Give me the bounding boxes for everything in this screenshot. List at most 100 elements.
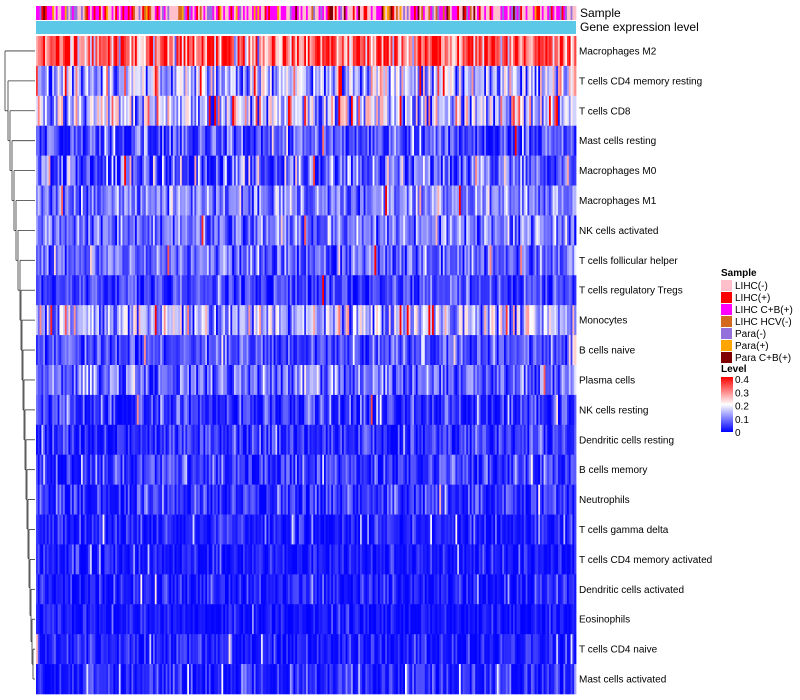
heatmap-cell <box>277 65 280 97</box>
heatmap-cell <box>473 365 476 396</box>
heatmap-cell <box>376 36 379 67</box>
heatmap-cell <box>486 155 489 186</box>
sample-annotation-cell <box>203 6 206 20</box>
heatmap-cell <box>192 424 195 456</box>
heatmap-cell <box>226 185 229 216</box>
heatmap-cell <box>122 335 125 366</box>
heatmap-cell <box>466 155 469 186</box>
heatmap-cell <box>451 335 454 366</box>
heatmap-cell <box>205 155 208 186</box>
heatmap-cell <box>478 125 481 156</box>
heatmap-cell <box>246 125 249 156</box>
heatmap-cell <box>538 454 541 485</box>
sample-annotation-cell <box>306 6 309 20</box>
heatmap-cell <box>39 65 42 97</box>
heatmap-cell <box>297 365 300 396</box>
heatmap-cell <box>372 365 375 396</box>
sample-annotation-cell <box>174 6 177 20</box>
heatmap-cell <box>39 454 42 485</box>
heatmap-cell <box>300 454 303 485</box>
heatmap-cell <box>412 275 415 306</box>
heatmap-cell <box>176 454 179 485</box>
heatmap-cell <box>541 95 544 127</box>
heatmap-cell <box>147 454 150 485</box>
heatmap-cell <box>163 424 166 456</box>
heatmap-cell <box>523 215 526 246</box>
heatmap-cell <box>73 335 76 366</box>
heatmap-cell <box>392 185 395 216</box>
heatmap-cell <box>406 305 409 336</box>
heatmap-cell <box>516 394 519 426</box>
heatmap-cell <box>93 185 96 216</box>
heatmap-cell <box>388 424 391 456</box>
heatmap-cell <box>307 185 310 216</box>
heatmap-cell <box>88 36 91 67</box>
heatmap-cell <box>529 125 532 156</box>
heatmap-cell <box>376 95 379 127</box>
heatmap-cell <box>86 484 89 515</box>
heatmap-cell <box>349 454 352 485</box>
heatmap-cell <box>129 305 132 336</box>
heatmap-cell <box>500 365 503 396</box>
heatmap-cell <box>504 275 507 306</box>
heatmap-cell <box>365 394 368 426</box>
heatmap-cell <box>532 335 535 366</box>
heatmap-cell <box>91 424 94 456</box>
heatmap-cell <box>322 245 325 276</box>
heatmap-cell <box>79 215 82 246</box>
heatmap-cell <box>505 454 508 485</box>
heatmap-cell <box>212 245 215 276</box>
heatmap-cell <box>423 215 426 246</box>
heatmap-cell <box>401 155 404 186</box>
heatmap-cell <box>493 335 496 366</box>
heatmap-cell <box>72 424 75 456</box>
heatmap-cell <box>57 245 60 276</box>
heatmap-cell <box>223 245 226 276</box>
heatmap-cell <box>412 365 415 396</box>
heatmap-cell <box>351 155 354 186</box>
heatmap-cell <box>432 424 435 456</box>
heatmap-cell <box>302 365 305 396</box>
heatmap-cell <box>392 95 395 127</box>
heatmap-cell <box>237 305 240 336</box>
heatmap-cell <box>568 36 571 67</box>
heatmap-cell <box>183 36 186 67</box>
heatmap-cell <box>442 245 445 276</box>
heatmap-cell <box>270 36 273 67</box>
heatmap-cell <box>500 215 503 246</box>
heatmap-cell <box>145 155 148 186</box>
heatmap-cell <box>468 125 471 156</box>
heatmap-cell <box>270 335 273 366</box>
heatmap-cell <box>523 185 526 216</box>
heatmap-cell <box>81 335 84 366</box>
heatmap-cell <box>441 365 444 396</box>
heatmap-cell <box>316 95 319 127</box>
heatmap-cell <box>239 36 242 67</box>
heatmap-cell <box>68 335 71 366</box>
heatmap-cell <box>435 335 438 366</box>
heatmap-cell <box>72 36 75 67</box>
heatmap-cell <box>235 215 238 246</box>
heatmap-cell <box>136 424 139 456</box>
heatmap-cell <box>300 65 303 97</box>
heatmap-cell <box>309 65 312 97</box>
heatmap-cell <box>406 365 409 396</box>
heatmap-cell <box>280 125 283 156</box>
heatmap-cell <box>147 215 150 246</box>
heatmap-cell <box>401 36 404 67</box>
heatmap-cell <box>95 95 98 127</box>
heatmap-cell <box>225 155 228 186</box>
heatmap-cell <box>277 454 280 485</box>
heatmap-cell <box>52 394 55 426</box>
heatmap-cell <box>448 335 451 366</box>
heatmap-cell <box>97 65 100 97</box>
heatmap-cell <box>415 335 418 366</box>
heatmap-cell <box>243 65 246 97</box>
heatmap-cell <box>160 245 163 276</box>
sample-annotation-cell <box>228 6 231 20</box>
heatmap-cell <box>329 36 332 67</box>
heatmap-cell <box>536 65 539 97</box>
heatmap-cell <box>86 65 89 97</box>
heatmap-cell <box>124 454 127 485</box>
heatmap-cell <box>547 215 550 246</box>
